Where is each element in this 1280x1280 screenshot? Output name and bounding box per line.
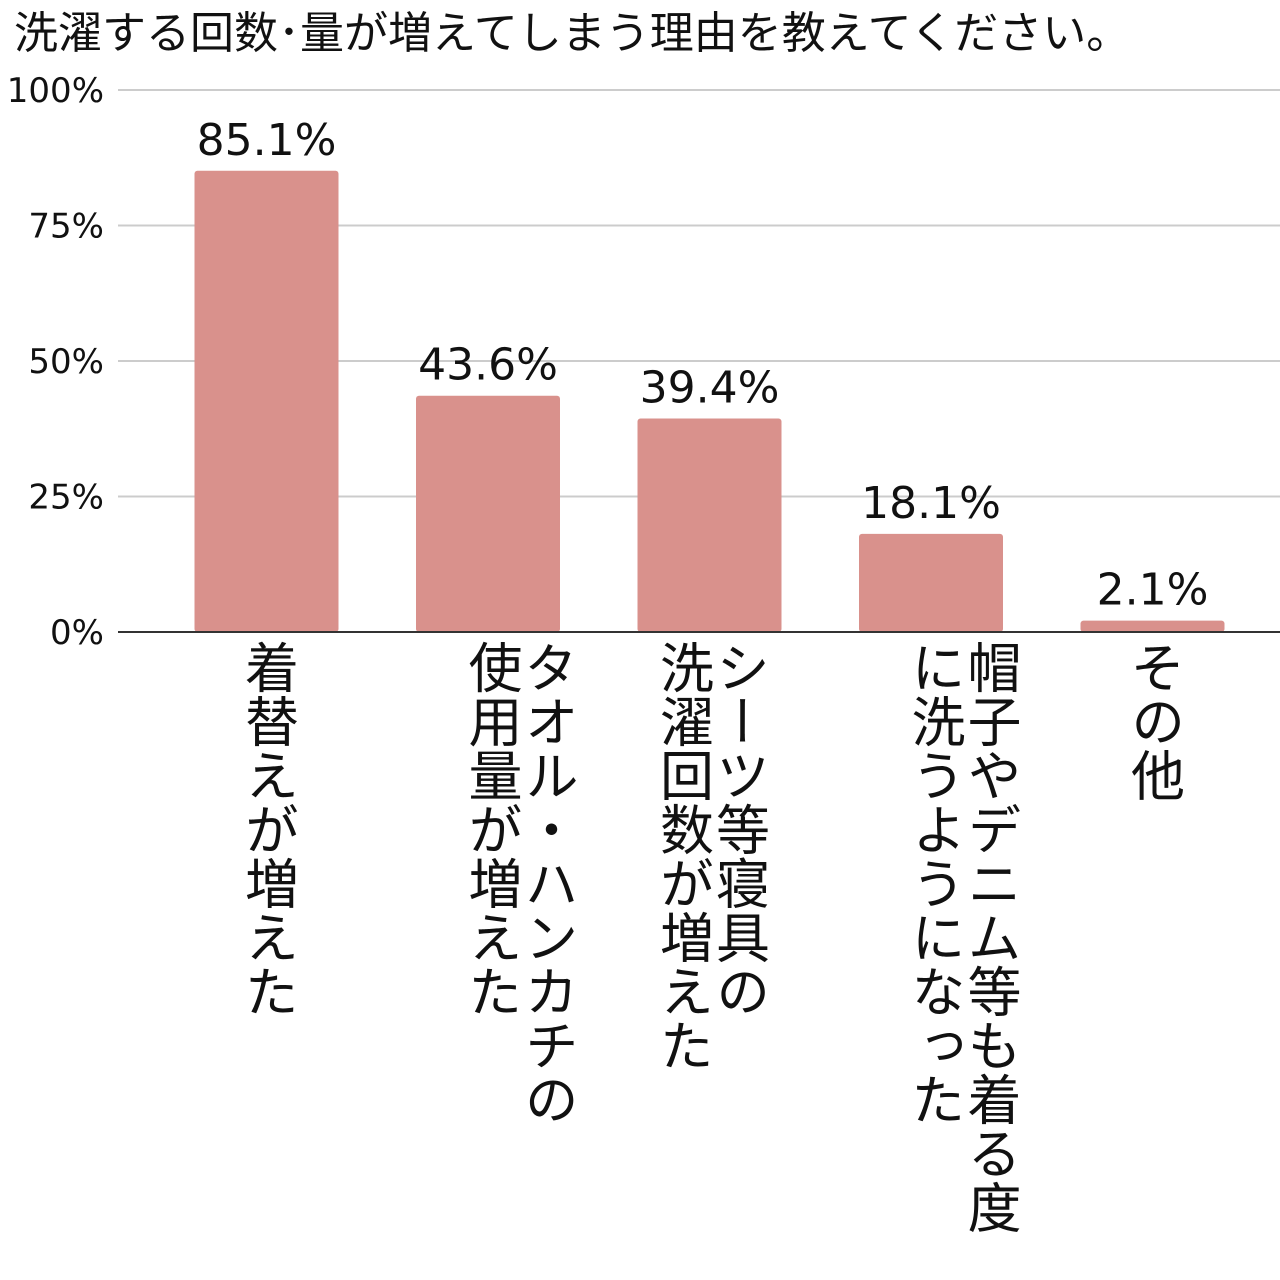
category-label: タオル・ハンカチの 使用量が増えた	[459, 640, 578, 1126]
category-label: その他	[1121, 640, 1185, 802]
chart-title: 洗濯する回数･量が増えてしまう理由を教えてください。	[14, 8, 1131, 59]
value-label: 39.4%	[640, 362, 780, 413]
category-label: 帽子やデニム等も着る度 に洗うようになった	[902, 640, 1021, 1234]
value-labels: 85.1% 43.6% 39.4% 18.1% 2.1%	[197, 115, 1209, 616]
bar	[416, 395, 560, 632]
value-label: 18.1%	[861, 478, 1001, 529]
y-tick-label: 0%	[50, 613, 104, 653]
y-axis-ticks: 0% 25% 50% 75% 100%	[7, 71, 104, 653]
y-tick-label: 75%	[28, 207, 104, 247]
bar	[1080, 620, 1225, 632]
value-label: 43.6%	[418, 340, 558, 391]
y-tick-label: 25%	[28, 478, 104, 518]
bars	[194, 170, 1225, 632]
value-label: 2.1%	[1097, 565, 1209, 616]
y-tick-label: 50%	[28, 342, 104, 382]
category-label: シーツ等寝具の 洗濯回数が増えた	[650, 640, 770, 1072]
value-label: 85.1%	[197, 115, 337, 166]
bar	[859, 533, 1003, 632]
category-label: 着替えが増えた	[235, 640, 299, 1018]
y-tick-label: 100%	[7, 71, 104, 111]
bar	[637, 418, 782, 632]
bar	[194, 170, 339, 632]
